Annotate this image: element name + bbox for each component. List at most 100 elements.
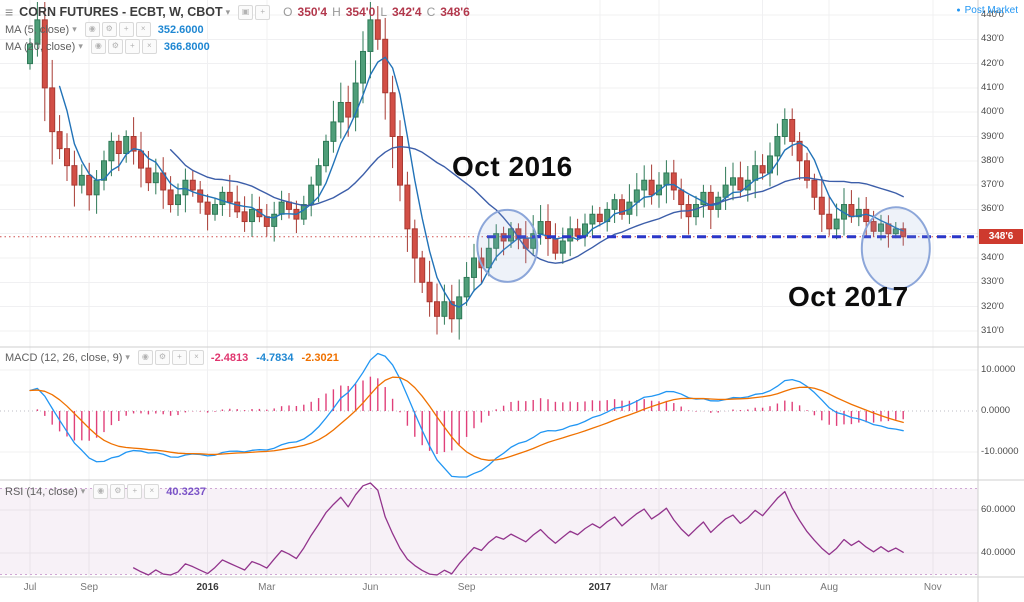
macd-line-value: -4.7834 [256, 351, 294, 364]
candle [219, 191, 226, 206]
low-value: 342'4 [392, 5, 422, 19]
candle [670, 172, 677, 191]
candle [389, 92, 396, 138]
close-icon[interactable]: × [188, 350, 204, 365]
compare-icon[interactable]: + [255, 4, 271, 20]
candle [678, 189, 685, 206]
chevron-down-icon[interactable]: ▾ [78, 41, 83, 51]
rsi-band [0, 488, 978, 575]
candle [352, 82, 359, 118]
candle [300, 204, 307, 220]
plus-icon[interactable]: + [171, 350, 187, 365]
gear-icon[interactable]: ⚙ [110, 484, 126, 499]
rsi-value: 40.3237 [166, 485, 207, 498]
gear-icon[interactable]: ⚙ [107, 39, 123, 54]
candle [552, 238, 559, 254]
close-value: 348'6 [440, 5, 470, 19]
plus-icon[interactable]: + [124, 39, 140, 54]
highlight-ellipse[interactable] [860, 206, 931, 291]
ohlc-readout: O 350'4 H 354'0 L 342'4 C 348'6 [283, 5, 470, 19]
annotation-oct-2016[interactable]: Oct 2016 [452, 151, 573, 182]
candle [426, 281, 433, 303]
candle [34, 19, 41, 45]
ma5-label[interactable]: MA (5, close) [5, 23, 70, 36]
plus-icon[interactable]: + [118, 22, 134, 37]
macd-label[interactable]: MACD (12, 26, close, 9) [5, 351, 123, 364]
candle [892, 228, 899, 235]
chevron-down-icon[interactable]: ▾ [125, 352, 130, 362]
time-axis[interactable] [0, 577, 1024, 602]
eye-icon[interactable]: ◉ [137, 350, 153, 365]
candle [49, 87, 56, 133]
gear-icon[interactable]: ⚙ [154, 350, 170, 365]
candle [167, 189, 174, 206]
candle [138, 150, 144, 169]
highlight-ellipse[interactable] [476, 208, 539, 283]
macd-signal-line [29, 376, 904, 461]
eye-icon[interactable]: ◉ [90, 39, 106, 54]
ma20-label[interactable]: MA (20, close) [5, 40, 76, 53]
candle [737, 177, 744, 191]
candle [71, 165, 78, 186]
candle [804, 160, 810, 181]
candle [197, 189, 204, 203]
candle [574, 228, 581, 237]
price-tag: 348'6 [979, 229, 1023, 245]
candle [64, 148, 70, 167]
candle [611, 199, 618, 210]
candle [811, 179, 818, 198]
eye-icon[interactable]: ◉ [93, 484, 109, 499]
candle [774, 136, 781, 157]
status-dot-icon: ● [956, 7, 961, 14]
close-icon[interactable]: × [141, 39, 157, 54]
candle [271, 213, 278, 227]
gear-icon[interactable]: ⚙ [101, 22, 117, 37]
rsi-label[interactable]: RSI (14, close) [5, 485, 78, 498]
chevron-down-icon[interactable]: ▾ [80, 486, 86, 496]
candle [404, 184, 411, 230]
candle [567, 228, 574, 242]
post-market-label: Post Market [964, 5, 1018, 16]
candle [530, 233, 537, 249]
ma5-line [58, 56, 904, 308]
candle [744, 179, 751, 191]
candle [441, 301, 448, 317]
candle [826, 213, 833, 230]
rsi-line [132, 482, 904, 576]
chevron-down-icon[interactable]: ▾ [72, 24, 77, 34]
candle [648, 179, 655, 196]
candle [818, 196, 825, 215]
close-label: C [426, 5, 436, 19]
menu-icon[interactable]: ≡ [5, 4, 14, 20]
ma20-line [169, 146, 904, 264]
candle [848, 204, 855, 218]
plus-icon[interactable]: + [127, 484, 143, 499]
snapshot-icon[interactable]: ▣ [238, 4, 254, 20]
candle [204, 201, 211, 215]
candle [633, 189, 640, 203]
candle [382, 38, 389, 94]
candle [448, 301, 455, 320]
candle [189, 179, 196, 191]
macd-line [29, 352, 904, 478]
candle [374, 19, 381, 40]
candle [730, 177, 736, 186]
symbol-title[interactable]: CORN FUTURES - ECBT, W, CBOT [19, 5, 223, 19]
candle [345, 101, 352, 118]
close-icon[interactable]: × [135, 22, 151, 37]
candle [596, 213, 603, 223]
close-icon[interactable]: × [144, 484, 160, 499]
candle [212, 204, 218, 215]
eye-icon[interactable]: ◉ [84, 22, 100, 37]
candle [101, 160, 107, 181]
candle [870, 221, 877, 232]
chevron-down-icon[interactable]: ▾ [225, 6, 231, 17]
candle [108, 140, 115, 162]
annotation-oct-2017[interactable]: Oct 2017 [788, 281, 909, 312]
candle [56, 131, 63, 150]
candle [93, 179, 100, 196]
price-axis[interactable] [978, 0, 1024, 577]
candle [27, 43, 33, 65]
